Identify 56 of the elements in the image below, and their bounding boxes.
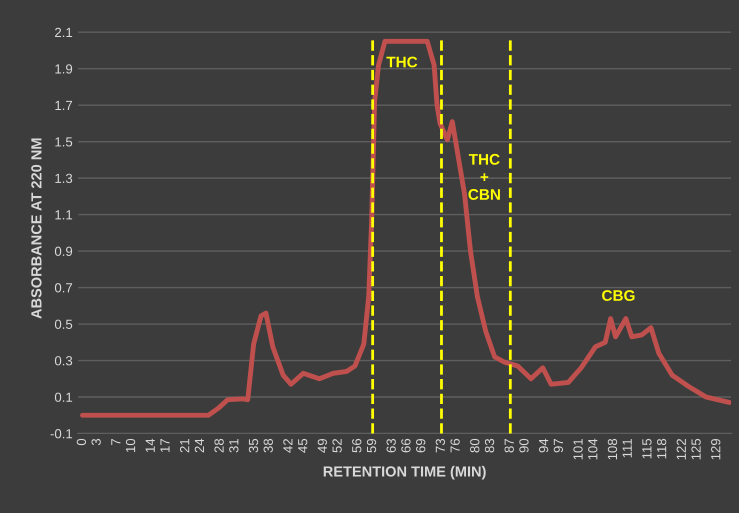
x-tick-label: 108 (608, 438, 618, 460)
x-tick-label: 14 (146, 438, 155, 452)
x-tick-label: 49 (318, 438, 328, 453)
x-tick-label: 111 (622, 438, 632, 458)
y-tick-label: 0.7 (54, 283, 72, 292)
x-tick-label: 17 (160, 439, 170, 452)
y-tick-label: 0.3 (54, 356, 72, 366)
x-tick-label: 38 (264, 438, 273, 453)
x-tick-label: 76 (450, 438, 460, 452)
x-tick-label: 101 (573, 438, 583, 460)
x-tick-label: 83 (484, 438, 494, 452)
y-tick-label: 0.1 (54, 392, 72, 402)
x-tick-label: 21 (180, 438, 190, 452)
x-tick-label: 59 (366, 438, 376, 452)
x-tick-label: 10 (126, 438, 136, 452)
x-axis-title: RETENTION TIME (MIN) (324, 466, 486, 480)
x-tick-label: 115 (642, 438, 652, 458)
x-tick-label: 80 (470, 438, 480, 452)
x-tick-label: 66 (401, 438, 411, 452)
y-tick-label: -0.1 (50, 429, 72, 438)
y-tick-label: 2.1 (55, 28, 72, 37)
x-tick-label: 73 (436, 438, 446, 452)
x-tick-label: 97 (554, 439, 564, 452)
x-tick-label: 129 (711, 438, 720, 460)
x-tick-label: 28 (214, 438, 224, 452)
x-tick-label: 31 (229, 438, 238, 453)
x-tick-label: 52 (332, 439, 342, 452)
y-tick-label: 0.5 (54, 320, 72, 329)
x-tick-label: 94 (538, 438, 548, 452)
x-tick-label: 63 (386, 438, 396, 452)
x-tick-label: 104 (588, 438, 598, 460)
y-tick-label: 1.7 (55, 100, 72, 110)
y-tick-label: 0.9 (54, 246, 72, 256)
x-tick-label: 3 (91, 438, 101, 446)
annotation: THC + CBN (468, 154, 500, 200)
annotation: THC (386, 56, 418, 68)
x-tick-label: 35 (248, 438, 258, 453)
annotation: CBG (602, 290, 634, 301)
x-tick-label: 56 (352, 438, 362, 452)
y-tick-label: 1.1 (55, 210, 72, 220)
y-tick-label: 1.9 (55, 64, 72, 74)
x-tick-label: 42 (283, 439, 292, 453)
x-tick-label: 90 (519, 438, 529, 452)
x-tick-label: 125 (691, 438, 701, 460)
line-series (80, 38, 732, 418)
x-tick-label: 69 (416, 438, 426, 452)
x-tick-label: 7 (111, 439, 120, 446)
x-tick-label: 0 (76, 438, 86, 446)
x-tick-label: 24 (194, 438, 204, 452)
y-axis-title: ABSORBANCE AT 220 NM (31, 138, 42, 319)
x-tick-label: 122 (676, 439, 686, 460)
x-tick-label: 87 (504, 439, 514, 452)
x-tick-label: 45 (298, 438, 308, 453)
x-tick-label: 118 (656, 438, 666, 458)
y-tick-label: 1.5 (55, 137, 72, 147)
y-tick-label: 1.3 (55, 174, 72, 184)
